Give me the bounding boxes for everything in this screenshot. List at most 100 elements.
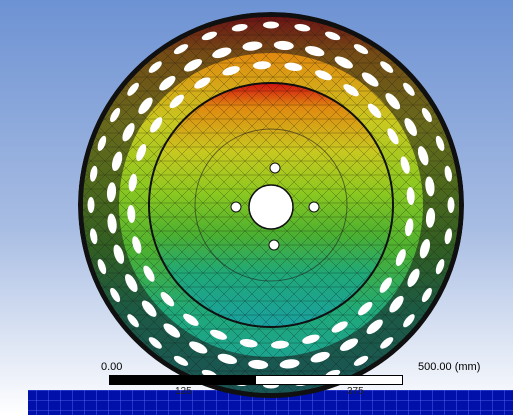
bolt-hole-top: [269, 162, 281, 174]
perforation-hole: [400, 156, 410, 174]
hub-bore: [248, 184, 294, 230]
perforation-hole: [279, 359, 300, 369]
perforation-hole: [315, 70, 332, 81]
perforation-hole: [358, 301, 373, 316]
perforation-hole: [189, 341, 208, 354]
perforation-hole: [366, 319, 383, 335]
perforation-hole: [334, 56, 353, 69]
perforation-hole: [212, 47, 232, 59]
perforation-hole: [421, 287, 432, 303]
scale-label-start: 0.00: [101, 361, 123, 373]
perforation-hole: [271, 340, 289, 349]
perforation-hole: [263, 21, 279, 29]
perforation-hole: [447, 197, 455, 213]
scale-label-three-quarter: 375: [347, 386, 364, 397]
perforation-hole: [127, 205, 136, 223]
perforation-hole: [122, 123, 135, 142]
perforation-hole: [110, 107, 121, 123]
scale-label-end: 500.00 (mm): [418, 361, 481, 373]
perforation-hole: [406, 187, 415, 205]
perforation-hole: [127, 314, 139, 328]
perforation-hole: [302, 334, 320, 344]
perforation-hole: [169, 94, 184, 109]
perforation-hole: [217, 353, 237, 365]
perforation-hole: [284, 62, 303, 72]
perforation-hole: [87, 197, 95, 213]
perforation-hole: [150, 117, 163, 133]
perforation-hole: [273, 40, 294, 51]
perforation-hole: [404, 218, 414, 237]
perforation-hole: [353, 355, 369, 366]
perforation-hole: [231, 23, 248, 32]
perforation-hole: [143, 265, 155, 282]
perforation-hole: [435, 135, 445, 152]
perforation-hole: [331, 321, 348, 333]
perforation-hole: [294, 23, 311, 32]
perforation-hole: [248, 359, 269, 370]
perforation-hole: [253, 61, 271, 70]
perforation-hole: [403, 82, 415, 96]
perforation-hole: [379, 277, 392, 293]
perforation-hole: [385, 93, 401, 110]
perforation-hole: [222, 66, 240, 76]
perforation-hole: [425, 176, 435, 197]
perforation-hole: [403, 314, 415, 328]
perforation-hole: [97, 135, 107, 152]
perforation-hole: [305, 45, 325, 57]
perforation-hole: [387, 128, 399, 145]
perforation-hole: [97, 258, 107, 275]
perforation-hole: [132, 236, 142, 254]
scale-bar-black-segment: [109, 375, 257, 385]
perforation-hole: [127, 82, 139, 96]
perforation-hole: [89, 165, 98, 182]
perforation-hole: [136, 144, 147, 161]
perforation-hole: [148, 61, 162, 73]
perforation-hole: [111, 151, 123, 171]
perforation-hole: [107, 213, 117, 234]
perforation-hole: [380, 61, 394, 73]
bolt-hole-left: [230, 201, 242, 213]
perforation-hole: [183, 59, 203, 72]
scale-bar-white-segment: [255, 375, 403, 385]
perforation-hole: [417, 146, 429, 166]
perforation-hole: [210, 329, 227, 340]
perforation-hole: [160, 292, 175, 307]
perforation-hole: [173, 44, 189, 55]
bolt-hole-bottom: [268, 239, 280, 251]
perforation-hole: [201, 31, 218, 41]
perforation-hole: [421, 107, 432, 123]
perforation-hole: [125, 273, 138, 293]
bolt-hole-right: [308, 201, 320, 213]
perforation-hole: [419, 239, 431, 259]
perforation-hole: [404, 117, 417, 137]
perforation-hole: [163, 323, 181, 338]
perforation-hole: [106, 182, 117, 203]
perforation-hole: [138, 97, 153, 115]
perforation-hole: [407, 268, 420, 287]
perforation-hole: [113, 244, 125, 264]
perforation-hole: [389, 295, 404, 313]
perforation-hole: [89, 228, 98, 245]
perforation-hole: [444, 228, 453, 245]
perforation-hole: [194, 77, 211, 89]
perforation-hole: [395, 249, 406, 266]
perforation-hole: [339, 338, 359, 351]
perforation-hole: [343, 84, 359, 97]
perforation-hole: [361, 72, 379, 87]
perforation-hole: [242, 41, 263, 51]
perforation-hole: [183, 313, 199, 326]
perforation-hole: [425, 207, 436, 228]
perforation-hole: [444, 165, 453, 182]
perforation-hole: [324, 31, 341, 41]
perforation-hole: [310, 351, 330, 363]
perforation-hole: [173, 355, 189, 366]
perforation-hole: [367, 103, 382, 118]
perforation-hole: [353, 44, 369, 55]
perforation-hole: [128, 173, 138, 192]
perforation-hole: [239, 338, 258, 348]
perforation-hole: [141, 300, 157, 317]
perforation-hole: [159, 75, 176, 91]
perforation-hole: [380, 337, 394, 349]
